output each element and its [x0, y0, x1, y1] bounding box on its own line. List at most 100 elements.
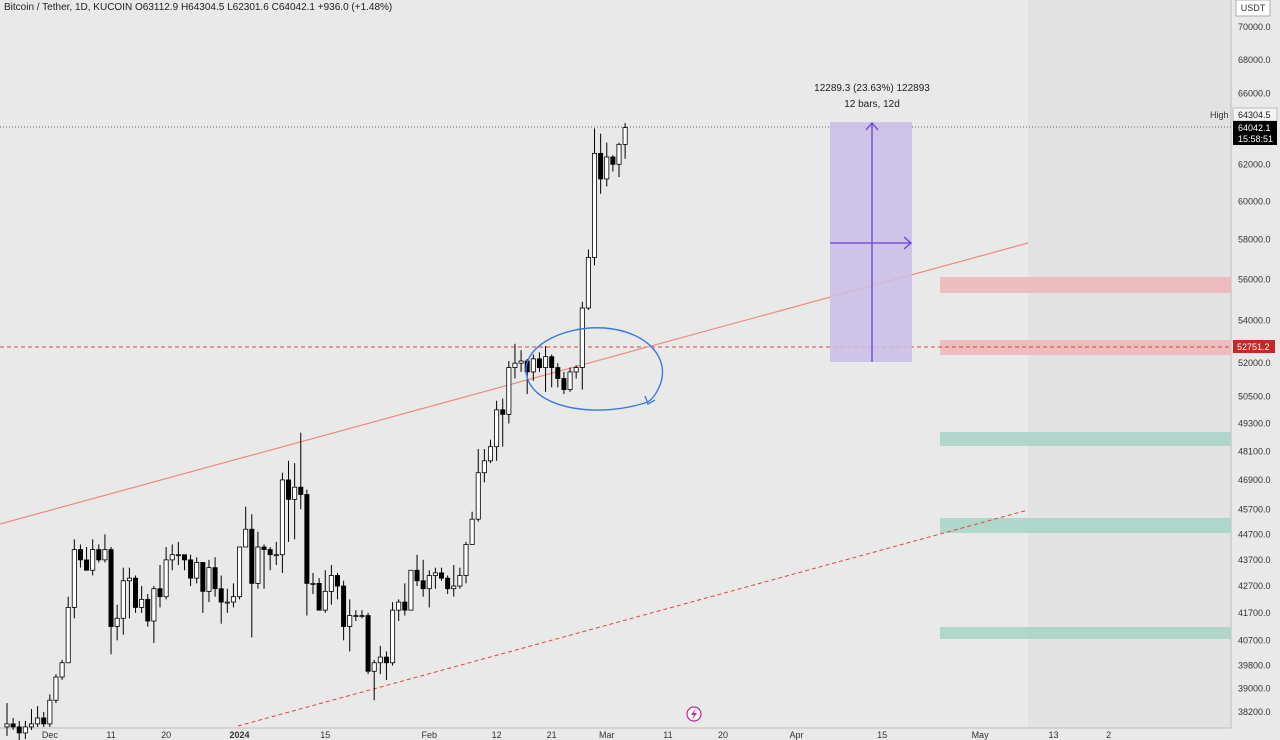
candle-bear[interactable] — [261, 546, 267, 550]
candle-bull[interactable] — [4, 723, 10, 728]
time-axis[interactable]: Dec 11 20 2024 15 Feb 12 21 Mar 11 20 Apr 15 May 13 2 — [42, 730, 1111, 740]
candle-bear[interactable] — [402, 601, 408, 611]
candle-bull[interactable] — [487, 446, 493, 462]
candle-bull[interactable] — [65, 607, 71, 664]
hand-drawn-ellipse[interactable] — [525, 327, 664, 411]
lower-trendline[interactable] — [237, 509, 1029, 727]
candle-bull[interactable] — [139, 598, 145, 608]
candle-bear[interactable] — [108, 549, 114, 627]
candle-bear[interactable] — [286, 479, 292, 500]
candle-bull[interactable] — [463, 544, 469, 576]
candle-bear[interactable] — [383, 656, 389, 664]
currency-tag[interactable]: USDT — [1235, 0, 1271, 17]
candle-bull[interactable] — [47, 699, 53, 725]
candle-bear[interactable] — [316, 583, 322, 611]
support-zone-2[interactable] — [940, 518, 1231, 533]
candle-bull[interactable] — [481, 460, 487, 474]
candle-bull[interactable] — [353, 615, 359, 617]
candle-bull[interactable] — [237, 546, 243, 598]
candle-bear[interactable] — [536, 358, 542, 368]
candle-bear[interactable] — [341, 585, 347, 627]
candle-bull[interactable] — [518, 360, 524, 364]
candle-bull[interactable] — [279, 479, 285, 556]
candle-bull[interactable] — [151, 588, 157, 622]
candle-bull[interactable] — [126, 577, 132, 582]
candle-bull[interactable] — [579, 307, 585, 368]
candle-bull[interactable] — [53, 676, 59, 701]
candle-bull[interactable] — [616, 143, 622, 165]
candle-bear[interactable] — [157, 588, 163, 598]
candle-bear[interactable] — [555, 367, 561, 379]
candle-bear[interactable] — [145, 598, 151, 622]
support-zone-1[interactable] — [940, 432, 1231, 446]
candle-bear[interactable] — [445, 577, 451, 590]
candle-bull[interactable] — [310, 583, 316, 585]
candle-bull[interactable] — [347, 615, 353, 627]
candle-bull[interactable] — [120, 580, 126, 619]
candle-bull[interactable] — [175, 554, 181, 557]
candle-bull[interactable] — [71, 549, 77, 608]
candle-bear[interactable] — [414, 569, 420, 582]
candle-bull[interactable] — [359, 615, 365, 617]
price-axis[interactable]: 70000.0 68000.0 66000.0 62000.0 60000.0 58000… — [1238, 22, 1271, 717]
support-zone-3[interactable] — [940, 627, 1231, 639]
candle-bull[interactable] — [169, 554, 175, 561]
candle-bear[interactable] — [304, 494, 310, 584]
candle-bear[interactable] — [133, 577, 139, 608]
candle-bear[interactable] — [598, 152, 604, 180]
candle-bull[interactable] — [408, 569, 414, 611]
candle-bull[interactable] — [573, 367, 579, 373]
candle-bear[interactable] — [16, 726, 22, 734]
candle-bear[interactable] — [188, 559, 194, 579]
candle-bear[interactable] — [96, 549, 102, 561]
candle-bear[interactable] — [549, 356, 555, 368]
candle-bull[interactable] — [163, 559, 169, 598]
candle-bull[interactable] — [28, 723, 34, 728]
candle-bull[interactable] — [35, 717, 41, 725]
candle-bull[interactable] — [494, 409, 500, 448]
candle-bull[interactable] — [426, 575, 432, 590]
candle-bull[interactable] — [114, 617, 120, 627]
candle-bear[interactable] — [420, 580, 426, 590]
candle-bear[interactable] — [500, 409, 506, 415]
candle-bear[interactable] — [84, 559, 90, 571]
candle-bear[interactable] — [334, 575, 340, 587]
candle-bull[interactable] — [377, 656, 383, 664]
price-range-measure[interactable]: 12289.3 (23.63%) 122893 12 bars, 12d — [814, 83, 930, 362]
candle-bear[interactable] — [610, 156, 616, 165]
candle-bear[interactable] — [298, 486, 304, 495]
candle-bull[interactable] — [567, 371, 573, 390]
candle-bull[interactable] — [432, 572, 438, 576]
candle-bull[interactable] — [457, 575, 463, 587]
candle-bull[interactable] — [622, 127, 628, 145]
candle-bull[interactable] — [475, 472, 481, 520]
candle-bull[interactable] — [543, 356, 549, 368]
candle-bull[interactable] — [322, 590, 328, 611]
candle-bull[interactable] — [243, 528, 249, 548]
candle-bull[interactable] — [585, 256, 591, 309]
candle-bear[interactable] — [249, 528, 255, 584]
lightning-icon[interactable] — [686, 706, 702, 722]
candle-bull[interactable] — [292, 486, 298, 500]
candle-bear[interactable] — [267, 549, 273, 556]
candle-bear[interactable] — [365, 615, 371, 672]
candle-bull[interactable] — [59, 662, 65, 678]
candle-bear[interactable] — [218, 588, 224, 603]
candle-bear[interactable] — [200, 562, 206, 592]
candle-bull[interactable] — [592, 152, 598, 258]
candle-bear[interactable] — [181, 554, 187, 561]
candle-bull[interactable] — [512, 362, 518, 368]
candle-bull[interactable] — [396, 601, 402, 611]
candle-bear[interactable] — [77, 549, 83, 561]
candle-bull[interactable] — [273, 554, 279, 557]
candle-bull[interactable] — [390, 609, 396, 664]
candle-bear[interactable] — [561, 378, 567, 390]
candle-bull[interactable] — [224, 601, 230, 604]
candle-bear[interactable] — [10, 723, 16, 728]
resistance-zone-upper[interactable] — [940, 277, 1231, 293]
candle-bull[interactable] — [371, 662, 377, 672]
candle-bear[interactable] — [212, 567, 218, 590]
candle-bull[interactable] — [604, 156, 610, 180]
candle-bear[interactable] — [41, 717, 47, 725]
